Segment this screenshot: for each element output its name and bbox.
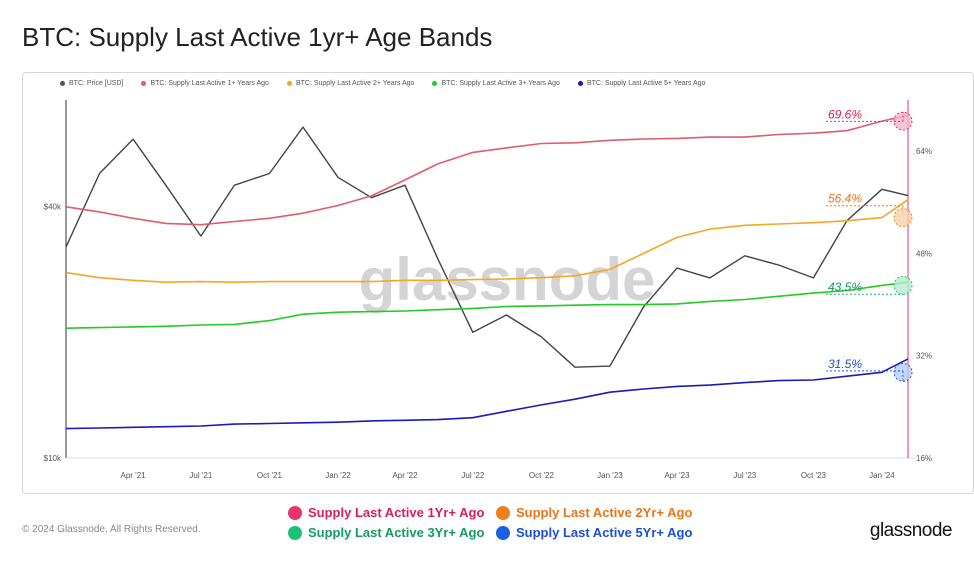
x-tick-label: Jul '23 [733,471,756,480]
bottom-legend-dot-1y [288,505,302,520]
legend-item-price[interactable]: BTC: Price [USD] [60,80,123,87]
latest-value-marker [893,208,913,228]
glassnode-logo[interactable]: glassnode [869,520,953,541]
price-line [65,126,909,368]
x-tick-label: Jul '22 [461,471,484,480]
page-title: BTC: Supply Last Active 1yr+ Age Bands [22,22,493,52]
x-tick-label: Jan '23 [597,471,623,480]
supply-3y-line [65,281,909,329]
legend-swatch-2y [286,81,292,86]
bottom-legend-dot-5y [496,525,510,540]
left-tick-label: $10k [44,454,62,463]
annotation-label: 69.6% [828,107,862,121]
annotation-label: 31.5% [828,357,862,371]
legend-swatch-1y [141,81,147,86]
bottom-legend-2y: Supply Last Active 2Yr+ Ago [496,505,716,520]
x-tick-label: Oct '22 [529,471,555,480]
bottom-legend-1y: Supply Last Active 1Yr+ Ago [288,505,496,520]
x-tick-label: Jan '24 [869,471,895,480]
right-tick-label: 16% [916,454,932,463]
legend-item-5y[interactable]: BTC: Supply Last Active 5+ Years Ago [577,80,706,87]
bottom-legend-dot-3y [288,525,302,540]
right-tick-label: 64% [916,147,932,156]
x-tick-label: Apr '21 [121,471,147,480]
x-tick-label: Jul '21 [189,471,212,480]
legend-swatch-price [60,81,65,86]
legend-item-2y[interactable]: BTC: Supply Last Active 2+ Years Ago [286,80,415,87]
latest-value-marker [893,275,913,295]
left-tick-label: $40k [44,203,62,212]
bottom-legend-label-1y: Supply Last Active 1Yr+ Ago [308,505,485,520]
right-tick-label: 48% [916,249,932,258]
supply-2y-line [65,199,909,283]
chart-legend: BTC: Price [USD] BTC: Supply Last Active… [60,80,705,87]
legend-label-5y: BTC: Supply Last Active 5+ Years Ago [586,80,706,87]
supply-5y-line [65,358,909,430]
copyright-text: © 2024 Glassnode. All Rights Reserved. [22,524,201,535]
bottom-legend-3y: Supply Last Active 3Yr+ Ago [288,525,496,540]
supply-1y-line [65,114,909,226]
bottom-legend-dot-2y [496,505,510,520]
legend-swatch-3y [432,81,438,86]
chart-panel [22,72,974,494]
annotation-label: 43.5% [828,280,862,294]
legend-item-1y[interactable]: BTC: Supply Last Active 1+ Years Ago [141,80,269,87]
legend-label-3y: BTC: Supply Last Active 3+ Years Ago [441,80,560,87]
bottom-legend-label-2y: Supply Last Active 2Yr+ Ago [516,505,693,520]
x-tick-label: Oct '21 [257,471,283,480]
x-tick-label: Apr '22 [392,471,418,480]
x-tick-label: Apr '23 [664,471,690,480]
bottom-legend-label-3y: Supply Last Active 3Yr+ Ago [308,525,485,540]
right-tick-label: 32% [916,352,932,361]
annotation-label: 56.4% [828,192,862,206]
legend-label-price: BTC: Price [USD] [69,80,124,87]
bottom-legend-5y: Supply Last Active 5Yr+ Ago [496,525,716,540]
legend-label-1y: BTC: Supply Last Active 1+ Years Ago [150,80,269,87]
legend-label-2y: BTC: Supply Last Active 2+ Years Ago [295,80,415,87]
bottom-legend: Supply Last Active 1Yr+ Ago Supply Last … [288,505,716,540]
legend-swatch-5y [577,81,583,86]
x-tick-label: Jan '22 [325,471,351,480]
legend-item-3y[interactable]: BTC: Supply Last Active 3+ Years Ago [432,80,560,87]
x-tick-label: Oct '23 [801,471,827,480]
bottom-legend-label-5y: Supply Last Active 5Yr+ Ago [516,525,693,540]
